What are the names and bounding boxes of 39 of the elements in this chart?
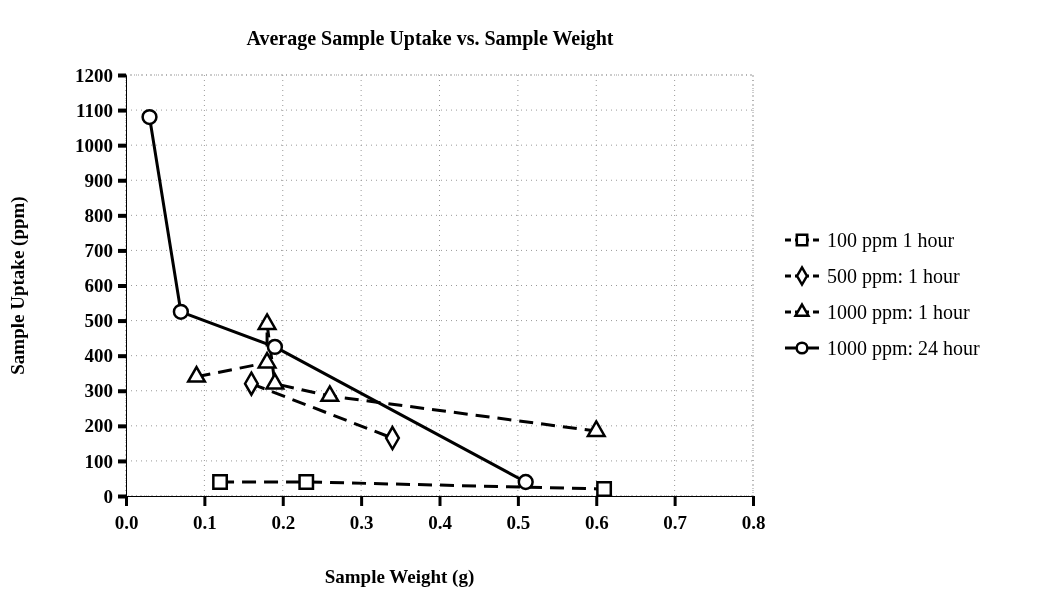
x-tick-label: 0.1 — [193, 512, 217, 534]
y-tick-label: 900 — [84, 169, 113, 191]
legend-label: 100 ppm 1 hour — [827, 229, 955, 252]
point — [141, 108, 158, 126]
point — [298, 474, 315, 490]
point — [172, 303, 190, 320]
y-tick-label: 100 — [84, 450, 113, 472]
x-tick-label: 0.0 — [114, 512, 139, 534]
y-tick-label: 700 — [84, 240, 113, 261]
y-tick-label: 800 — [84, 204, 113, 226]
y-tick-label: 1100 — [76, 99, 113, 121]
y-tick-label: 400 — [84, 345, 113, 367]
x-tick-label: 0.6 — [584, 512, 609, 534]
x-axis-title: Sample Weight (g) — [324, 566, 475, 588]
y-tick-label: 300 — [84, 380, 113, 402]
x-tick-label: 0.3 — [349, 512, 374, 534]
legend-label: 1000 ppm: 24 hour — [827, 337, 981, 360]
y-tick-label: 1000 — [75, 134, 113, 156]
x-tick-label: 0.7 — [663, 512, 688, 534]
y-axis-title: Sample Uptake (ppm) — [7, 196, 29, 375]
legend-label: 500 ppm: 1 hour — [827, 265, 961, 288]
x-tick-label: 0.4 — [428, 512, 453, 534]
chart-title: Average Sample Uptake vs. Sample Weight — [246, 27, 614, 50]
y-tick-label: 1200 — [75, 64, 113, 86]
y-tick-label: 0 — [103, 485, 113, 507]
y-tick-label: 600 — [84, 275, 113, 297]
point — [212, 474, 229, 490]
point — [586, 420, 606, 438]
point — [266, 338, 284, 356]
point — [596, 481, 613, 497]
point — [320, 385, 340, 403]
x-tick-label: 0.2 — [271, 512, 296, 534]
point — [517, 473, 534, 491]
y-tick-label: 200 — [84, 415, 113, 437]
y-tick-label: 500 — [84, 310, 113, 332]
x-tick-label: 0.8 — [741, 512, 766, 534]
legend-label: 1000 ppm: 1 hour — [827, 301, 971, 324]
x-tick-label: 0.5 — [506, 512, 531, 534]
point — [257, 313, 277, 331]
